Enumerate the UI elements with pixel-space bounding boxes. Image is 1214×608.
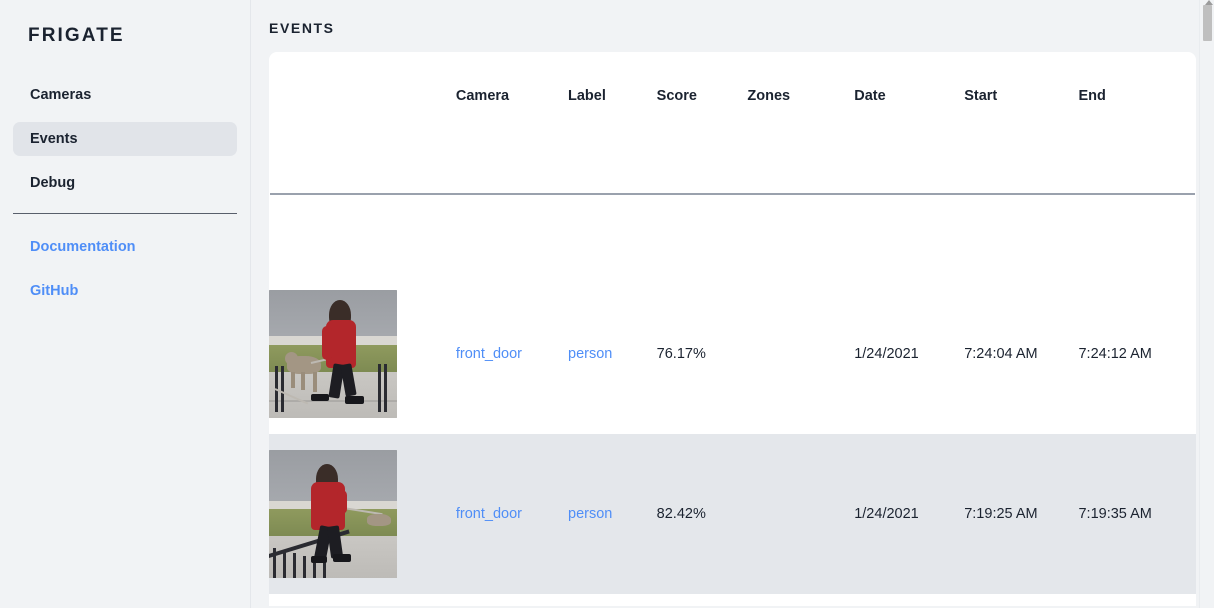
event-thumbnail-cell[interactable] bbox=[269, 594, 456, 606]
column-header-thumbnail[interactable] bbox=[269, 52, 456, 114]
table-row[interactable]: front_door person 82.42% 1/24/2021 7:19:… bbox=[269, 434, 1196, 594]
event-date: 1/24/2021 bbox=[854, 346, 919, 362]
event-date: 1/23/2021 bbox=[854, 594, 964, 606]
event-date: 1/24/2021 bbox=[854, 506, 919, 522]
scrollbar-thumb[interactable] bbox=[1203, 5, 1212, 41]
scroll-up-arrow-icon[interactable] bbox=[1205, 0, 1213, 5]
table-header-rule-cell bbox=[269, 114, 1196, 274]
event-label-cell: person bbox=[568, 434, 657, 594]
table-row[interactable]: back person 82.62% yard driveway 1/23/20… bbox=[269, 594, 1196, 606]
event-camera-link[interactable]: front_door bbox=[455, 506, 522, 522]
event-start-time: 7:21:44 PM bbox=[964, 594, 1078, 606]
table-header-row: Camera Label Score Zones Date Start End bbox=[269, 52, 1196, 114]
events-table: Camera Label Score Zones Date Start End bbox=[269, 52, 1196, 606]
column-header-score[interactable]: Score bbox=[656, 88, 697, 104]
event-zones-cell: yard driveway bbox=[747, 594, 854, 606]
event-end-time: 7:22:06 PM bbox=[1078, 594, 1196, 606]
page-title: EVENTS bbox=[269, 20, 335, 36]
event-score: 76.17% bbox=[656, 346, 706, 362]
event-camera-cell: back bbox=[456, 594, 568, 606]
event-label-cell: person bbox=[568, 274, 657, 434]
sidebar-link-github[interactable]: GitHub bbox=[30, 283, 79, 299]
sidebar-divider bbox=[13, 213, 237, 214]
event-score: 82.62% bbox=[657, 594, 748, 606]
events-table-body: front_door person 76.17% 1/24/2021 7:24:… bbox=[269, 274, 1196, 606]
page-scrollbar[interactable] bbox=[1199, 0, 1214, 608]
event-zones-cell bbox=[747, 274, 854, 434]
event-end-time: 7:24:12 AM bbox=[1078, 346, 1152, 362]
table-header-rule-row bbox=[269, 114, 1196, 274]
table-row[interactable]: front_door person 76.17% 1/24/2021 7:24:… bbox=[269, 274, 1196, 434]
column-header-start[interactable]: Start bbox=[964, 88, 998, 104]
column-header-end[interactable]: End bbox=[1078, 88, 1106, 104]
sidebar-item-debug[interactable]: Debug bbox=[30, 175, 76, 191]
column-header-date[interactable]: Date bbox=[854, 88, 886, 104]
event-label-cell: person bbox=[568, 594, 657, 606]
event-camera-cell: front_door bbox=[456, 434, 568, 594]
sidebar-link-documentation[interactable]: Documentation bbox=[30, 239, 136, 255]
event-zones-cell bbox=[747, 434, 854, 594]
event-thumbnail-image[interactable] bbox=[269, 450, 397, 578]
event-label-link[interactable]: person bbox=[568, 506, 613, 522]
event-end-time: 7:19:35 AM bbox=[1078, 506, 1152, 522]
event-thumbnail-image[interactable] bbox=[269, 290, 397, 418]
events-card: Camera Label Score Zones Date Start End bbox=[269, 52, 1196, 606]
events-table-head: Camera Label Score Zones Date Start End bbox=[269, 52, 1196, 274]
event-camera-link[interactable]: front_door bbox=[455, 346, 522, 362]
brand-title: FRIGATE bbox=[28, 25, 125, 46]
event-camera-cell: front_door bbox=[456, 274, 568, 434]
column-header-camera[interactable]: Camera bbox=[455, 88, 510, 104]
column-header-label[interactable]: Label bbox=[568, 88, 606, 104]
event-start-time: 7:19:25 AM bbox=[964, 506, 1038, 522]
event-thumbnail-cell[interactable] bbox=[269, 434, 456, 594]
event-label-link[interactable]: person bbox=[568, 346, 613, 362]
event-start-time: 7:24:04 AM bbox=[964, 346, 1038, 362]
sidebar-item-events[interactable]: Events bbox=[13, 122, 237, 156]
sidebar-external-links: Documentation GitHub bbox=[0, 236, 250, 302]
event-thumbnail-cell[interactable] bbox=[269, 274, 456, 434]
main-content: EVENTS Camera Label Score Zones Date Sta… bbox=[251, 0, 1214, 608]
sidebar: FRIGATE Cameras Events Debug Documentati… bbox=[0, 0, 251, 608]
column-header-zones[interactable]: Zones bbox=[747, 88, 791, 104]
sidebar-nav: Cameras Events Debug bbox=[0, 78, 250, 200]
sidebar-item-cameras[interactable]: Cameras bbox=[30, 87, 92, 103]
event-score: 82.42% bbox=[656, 506, 706, 522]
